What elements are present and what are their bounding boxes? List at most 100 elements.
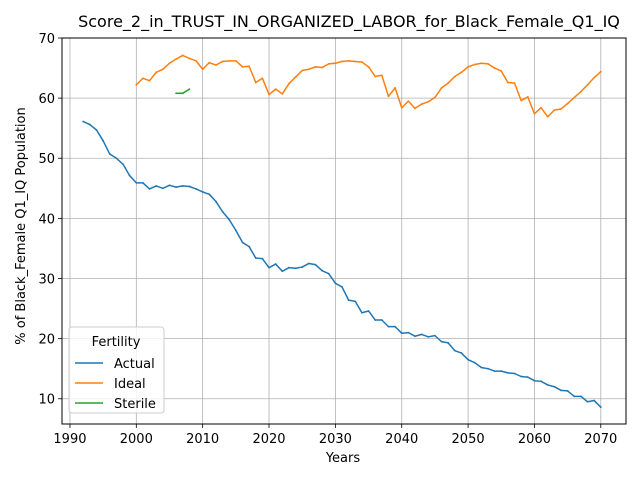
- data-point-ideal: [526, 96, 529, 98]
- data-point-actual: [506, 371, 509, 374]
- data-point-actual: [526, 376, 529, 379]
- y-tick-label: 20: [38, 333, 55, 348]
- data-point-actual: [533, 379, 536, 382]
- data-point-actual: [334, 282, 337, 285]
- data-point-actual: [208, 193, 211, 196]
- data-point-ideal: [374, 75, 377, 78]
- data-point-ideal: [161, 68, 164, 71]
- y-tick-label: 60: [38, 92, 55, 107]
- data-point-ideal: [307, 68, 310, 71]
- data-point-actual: [82, 120, 85, 123]
- data-point-actual: [467, 358, 469, 361]
- data-point-ideal: [473, 63, 476, 66]
- data-point-ideal: [566, 102, 569, 105]
- data-point-ideal: [434, 96, 436, 99]
- data-point-ideal: [241, 65, 244, 68]
- series-sterile: [175, 88, 191, 95]
- data-point-ideal: [321, 66, 324, 69]
- data-point-actual: [420, 333, 423, 336]
- data-point-ideal: [254, 81, 257, 84]
- data-point-ideal: [440, 87, 443, 89]
- plot-frame: [61, 37, 627, 425]
- data-point-actual: [414, 335, 416, 338]
- x-tick-label: 2010: [186, 432, 219, 447]
- data-point-ideal: [274, 88, 277, 91]
- data-point-actual: [181, 185, 184, 187]
- data-point-actual: [493, 370, 496, 372]
- data-point-actual: [201, 191, 204, 193]
- data-point-actual: [520, 375, 523, 378]
- x-tick-label: 2000: [120, 432, 153, 447]
- data-point-actual: [254, 257, 257, 259]
- y-tick-label: 10: [38, 393, 55, 408]
- data-point-ideal: [533, 112, 536, 115]
- data-point-actual: [241, 241, 244, 244]
- data-point-ideal: [513, 82, 516, 84]
- data-point-ideal: [394, 87, 396, 89]
- data-point-actual: [579, 395, 582, 398]
- data-point-ideal: [546, 115, 549, 118]
- data-point-ideal: [447, 82, 450, 84]
- data-point-actual: [593, 399, 596, 402]
- data-point-ideal: [208, 61, 211, 64]
- data-point-actual: [586, 400, 589, 403]
- y-axis-title: % of Black_Female Q1_IQ Population: [14, 107, 29, 344]
- legend-label-sterile: Sterile: [114, 397, 156, 412]
- x-tick-label: 2030: [319, 432, 352, 447]
- data-point-ideal: [599, 70, 602, 73]
- data-point-ideal: [181, 54, 184, 57]
- data-point-actual: [281, 270, 284, 273]
- data-point-actual: [95, 129, 98, 131]
- data-point-actual: [148, 188, 151, 190]
- data-point-ideal: [188, 57, 191, 60]
- data-point-ideal: [248, 65, 251, 68]
- data-point-actual: [195, 188, 197, 190]
- data-point-ideal: [506, 81, 509, 84]
- data-point-actual: [108, 153, 111, 155]
- data-point-actual: [314, 263, 317, 266]
- x-tick-label: 2040: [385, 432, 418, 447]
- series-actual: [82, 120, 602, 409]
- series-ideal: [135, 54, 602, 118]
- data-point-actual: [102, 139, 105, 142]
- data-point-sterile: [175, 92, 178, 95]
- data-point-actual: [380, 319, 383, 321]
- data-point-ideal: [175, 58, 178, 60]
- data-point-actual: [294, 267, 297, 270]
- data-point-ideal: [579, 90, 582, 93]
- data-point-ideal: [361, 61, 363, 63]
- data-point-actual: [553, 385, 556, 388]
- data-point-ideal: [301, 69, 304, 72]
- data-point-actual: [161, 187, 164, 190]
- y-tick-label: 50: [38, 152, 55, 167]
- data-point-ideal: [367, 65, 370, 68]
- data-point-sterile: [188, 88, 191, 91]
- data-point-actual: [367, 310, 370, 312]
- data-point-actual: [434, 334, 436, 337]
- data-point-actual: [440, 340, 443, 343]
- legend-title: Fertility: [92, 335, 141, 350]
- data-point-ideal: [228, 59, 231, 62]
- data-point-actual: [546, 384, 549, 386]
- data-point-actual: [135, 182, 138, 184]
- data-point-actual: [142, 182, 144, 184]
- data-point-actual: [460, 352, 463, 354]
- data-point-actual: [261, 257, 264, 260]
- data-point-actual: [248, 245, 251, 248]
- data-point-actual: [268, 266, 270, 269]
- data-point-ideal: [327, 62, 330, 65]
- legend-entry-actual: Actual: [75, 357, 155, 372]
- data-point-ideal: [155, 71, 158, 74]
- data-point-ideal: [427, 100, 430, 103]
- data-point-actual: [566, 390, 569, 392]
- data-point-actual: [473, 361, 476, 364]
- data-point-actual: [234, 229, 237, 232]
- data-point-ideal: [221, 60, 224, 63]
- data-point-actual: [354, 300, 357, 303]
- data-point-ideal: [573, 96, 576, 99]
- data-point-actual: [88, 123, 91, 126]
- data-point-actual: [480, 366, 483, 369]
- data-point-ideal: [268, 93, 270, 96]
- data-point-actual: [288, 266, 290, 269]
- data-point-sterile: [181, 92, 184, 95]
